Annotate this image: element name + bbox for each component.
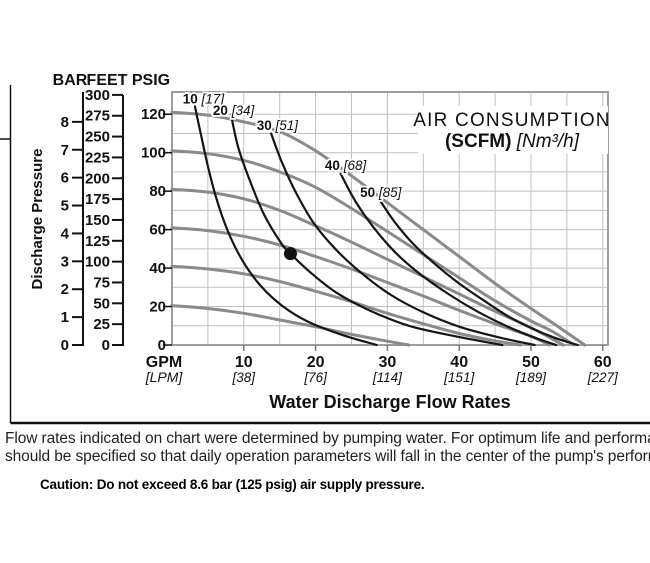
x-axis-title: Water Discharge Flow Rates xyxy=(269,392,510,412)
feet-tick-label: 200 xyxy=(85,170,110,187)
psig-tick-label: 60 xyxy=(149,222,166,239)
gpm-tick-label: 10 xyxy=(235,354,253,371)
feet-tick-label: 75 xyxy=(93,274,110,291)
gpm-tick-label: 60 xyxy=(594,354,612,371)
lpm-tick-label: [38] xyxy=(232,370,257,385)
psig-tick-label: 0 xyxy=(158,337,166,354)
air-curve-label-50: 50 [85] xyxy=(360,185,403,200)
lpm-tick-label: [151] xyxy=(443,370,475,385)
y-axis-title: Discharge Pressure xyxy=(29,149,46,290)
gpm-tick-label: 50 xyxy=(522,354,540,371)
gpm-tick-label: 40 xyxy=(450,354,468,371)
chart-title-backdrop xyxy=(418,106,608,154)
bar-header: BAR xyxy=(53,72,88,89)
air-consumption-curves xyxy=(193,105,579,347)
caption-line-1: Flow rates indicated on chart were deter… xyxy=(5,430,650,447)
figure-frame xyxy=(0,85,650,425)
feet-tick-label: 125 xyxy=(85,233,110,250)
feet-tick-label: 25 xyxy=(93,316,110,333)
lpm-tick-label: [76] xyxy=(303,370,328,385)
feet-tick-label: 100 xyxy=(85,254,110,271)
feet-header: FEET xyxy=(87,72,128,89)
chart-subtitle: (SCFM) [Nm³/h] xyxy=(445,131,580,152)
bar-tick-label: 4 xyxy=(61,225,70,242)
feet-tick-label: 300 xyxy=(85,87,110,104)
feet-tick-label: 175 xyxy=(85,191,110,208)
pump-curve-100 xyxy=(170,149,576,347)
bar-tick-label: 0 xyxy=(61,337,69,354)
air-curve-20 xyxy=(229,113,504,347)
feet-tick-label: 0 xyxy=(102,337,110,354)
psig-tick-label: 80 xyxy=(149,183,166,200)
plot-border xyxy=(171,91,609,346)
feet-tick-label: 150 xyxy=(85,212,110,229)
psig-header: PSIG xyxy=(132,72,170,89)
lpm-tick-label: [189] xyxy=(515,370,547,385)
feet-tick-label: 250 xyxy=(85,129,110,146)
air-curve-label-30: 30 [51] xyxy=(257,118,300,133)
operating-point xyxy=(283,247,297,261)
pump-curve-20 xyxy=(170,304,411,347)
left-axes xyxy=(72,92,172,346)
bar-tick-label: 7 xyxy=(61,142,69,159)
caption-line-2: should be specified so that daily operat… xyxy=(5,448,650,465)
lpm-unit-label: [LPM] xyxy=(145,369,184,385)
feet-tick-label: 225 xyxy=(85,149,110,166)
air-curve-label-40: 40 [68] xyxy=(325,158,368,173)
psig-tick-label: 20 xyxy=(149,299,166,316)
bar-tick-label: 2 xyxy=(61,281,69,298)
air-curve-30 xyxy=(270,132,536,347)
pump-curve-120 xyxy=(170,110,587,347)
gpm-unit-label: GPM xyxy=(146,354,182,371)
air-curve-label-10: 10 [17] xyxy=(183,92,226,107)
caution-text: Caution: Do not exceed 8.6 bar (125 psig… xyxy=(40,477,425,492)
psig-tick-label: 40 xyxy=(149,260,166,277)
pump-curve-60 xyxy=(170,226,551,347)
bar-tick-label: 6 xyxy=(61,170,69,187)
lpm-tick-label: [114] xyxy=(372,370,403,385)
chart-title: AIR CONSUMPTION xyxy=(413,110,610,131)
lpm-tick-label: [227] xyxy=(587,370,619,385)
psig-tick-label: 120 xyxy=(141,106,166,123)
pump-curve-80 xyxy=(170,187,565,347)
air-curve-40 xyxy=(339,172,558,347)
feet-tick-label: 275 xyxy=(85,108,110,125)
air-curve-50 xyxy=(379,199,579,347)
air-curve-label-20: 20 [34] xyxy=(213,103,256,118)
bar-tick-label: 1 xyxy=(61,309,69,326)
gpm-tick-label: 30 xyxy=(379,354,397,371)
gpm-tick-label: 20 xyxy=(307,354,325,371)
pump-performance-figure: AIR CONSUMPTION(SCFM) [Nm³/h]10 [17]20 [… xyxy=(0,72,650,425)
air-curve-10 xyxy=(193,105,378,347)
pump-curves xyxy=(170,110,587,347)
feet-tick-label: 50 xyxy=(93,295,110,312)
psig-tick-label: 100 xyxy=(141,145,166,162)
bar-tick-label: 8 xyxy=(61,114,69,131)
bar-tick-label: 3 xyxy=(61,253,69,270)
bar-tick-label: 5 xyxy=(61,198,69,215)
